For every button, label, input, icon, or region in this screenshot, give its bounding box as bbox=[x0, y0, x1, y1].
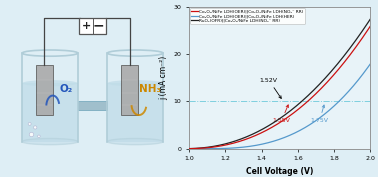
Circle shape bbox=[28, 122, 31, 125]
Bar bbox=[121, 65, 138, 115]
Text: 1.75V: 1.75V bbox=[311, 105, 328, 123]
Text: 1.52V: 1.52V bbox=[260, 78, 281, 98]
Bar bbox=[107, 83, 163, 142]
Text: 1.55V: 1.55V bbox=[273, 105, 290, 123]
Text: NH₃: NH₃ bbox=[139, 84, 161, 94]
Circle shape bbox=[37, 135, 40, 138]
FancyBboxPatch shape bbox=[79, 18, 106, 34]
Text: O₂: O₂ bbox=[59, 84, 72, 94]
Ellipse shape bbox=[107, 80, 163, 86]
Ellipse shape bbox=[107, 138, 163, 145]
Bar bbox=[78, 101, 107, 110]
Circle shape bbox=[34, 126, 37, 129]
Bar bbox=[36, 65, 53, 115]
Ellipse shape bbox=[22, 138, 78, 145]
Legend: Co₃O₄/NiFe LDH(OER)||Co₃O₄/NiFe LDH(NO₂⁻ RR), Co₃O₄/NiFe LDH(OER)||Co₃O₄/NiFe LD: Co₃O₄/NiFe LDH(OER)||Co₃O₄/NiFe LDH(NO₂⁻… bbox=[190, 8, 305, 24]
Bar bbox=[22, 83, 78, 142]
Y-axis label: j (mA cm⁻²): j (mA cm⁻²) bbox=[159, 56, 168, 100]
Ellipse shape bbox=[22, 80, 78, 86]
Text: +: + bbox=[82, 21, 91, 31]
Text: −: − bbox=[92, 18, 104, 32]
Circle shape bbox=[29, 132, 34, 137]
X-axis label: Cell Voltage (V): Cell Voltage (V) bbox=[246, 167, 313, 176]
